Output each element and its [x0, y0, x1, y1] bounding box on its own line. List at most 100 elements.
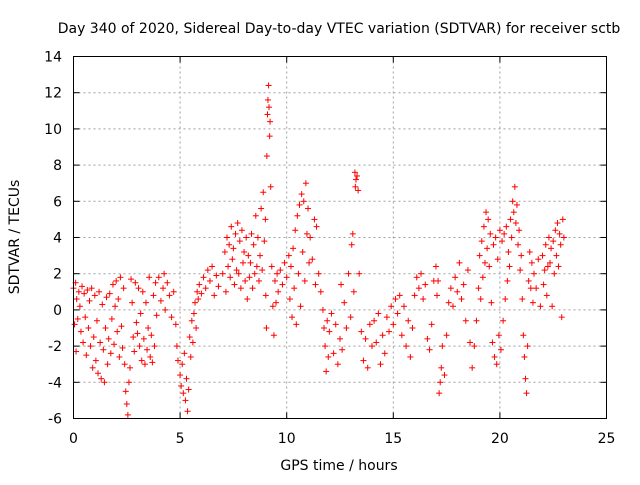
data-point — [79, 283, 86, 290]
data-point — [190, 310, 197, 317]
data-point — [126, 364, 133, 371]
y-tick-label: 6 — [53, 194, 62, 210]
data-point — [300, 198, 307, 205]
data-point — [422, 281, 429, 288]
data-point — [351, 169, 358, 176]
data-point — [136, 343, 143, 350]
data-point — [426, 346, 433, 353]
data-point — [438, 364, 445, 371]
data-point — [170, 288, 177, 295]
data-point — [174, 357, 181, 364]
data-point — [80, 339, 87, 346]
data-point — [92, 357, 99, 364]
data-point — [73, 348, 80, 355]
data-point — [204, 267, 211, 274]
data-point — [222, 288, 229, 295]
data-point — [292, 227, 299, 234]
data-point — [394, 310, 401, 317]
data-point — [275, 288, 282, 295]
data-point — [261, 238, 268, 245]
data-point — [480, 223, 487, 230]
data-point — [400, 303, 407, 310]
data-point — [100, 346, 107, 353]
data-point — [434, 292, 441, 299]
y-tick-label: 4 — [53, 231, 62, 247]
data-point — [150, 292, 157, 299]
data-point — [215, 283, 222, 290]
data-point — [507, 216, 514, 223]
data-point — [403, 343, 410, 350]
data-point — [526, 248, 533, 255]
data-point — [233, 267, 240, 274]
x-axis-label: GPS time / hours — [280, 458, 397, 474]
data-point — [458, 296, 465, 303]
data-point — [348, 241, 355, 248]
data-point — [411, 292, 418, 299]
data-point — [291, 285, 298, 292]
data-point — [471, 343, 478, 350]
data-point — [513, 201, 520, 208]
data-point — [119, 344, 126, 351]
data-point — [469, 364, 476, 371]
data-point — [122, 388, 129, 395]
data-point — [86, 297, 93, 304]
data-point — [113, 277, 120, 284]
data-point — [271, 277, 278, 284]
data-point — [303, 230, 310, 237]
data-point — [479, 274, 486, 281]
data-point — [328, 310, 335, 317]
data-point — [323, 368, 330, 375]
data-point — [202, 285, 209, 292]
data-point — [263, 325, 270, 331]
data-point — [135, 285, 142, 292]
data-point — [77, 328, 84, 335]
data-point — [120, 285, 127, 292]
data-point — [114, 328, 121, 335]
data-point — [540, 281, 547, 288]
data-point — [366, 321, 373, 328]
data-point — [76, 303, 83, 310]
data-point — [499, 238, 506, 245]
data-point — [484, 245, 491, 252]
data-point — [131, 348, 138, 355]
data-point — [436, 390, 443, 397]
data-point — [483, 209, 490, 216]
data-point — [231, 281, 238, 288]
data-point — [245, 252, 252, 259]
data-point — [386, 328, 393, 335]
data-point — [347, 314, 354, 321]
data-point — [489, 339, 496, 346]
data-point — [151, 343, 158, 350]
data-point — [375, 310, 382, 317]
data-point — [262, 292, 269, 299]
data-point — [381, 350, 388, 357]
data-point — [352, 176, 359, 183]
data-point — [509, 198, 516, 205]
data-point — [103, 294, 110, 301]
data-point — [132, 279, 139, 286]
data-point — [287, 263, 294, 270]
data-point — [295, 270, 302, 277]
data-point — [312, 281, 319, 288]
data-point — [108, 315, 115, 322]
data-point — [529, 299, 536, 306]
data-point — [355, 187, 362, 194]
data-point — [518, 252, 525, 259]
data-point — [118, 323, 125, 330]
data-point — [377, 361, 384, 368]
data-point — [259, 267, 266, 274]
data-point — [510, 209, 517, 216]
data-point — [274, 270, 281, 277]
data-point — [506, 263, 513, 270]
data-point — [149, 359, 156, 366]
data-point — [334, 361, 341, 368]
data-point — [252, 212, 259, 219]
data-point — [172, 321, 179, 328]
data-point — [557, 241, 564, 248]
data-point — [139, 288, 146, 295]
data-point — [551, 270, 558, 277]
data-point — [352, 183, 359, 190]
data-point — [265, 82, 272, 89]
data-point — [130, 334, 137, 341]
